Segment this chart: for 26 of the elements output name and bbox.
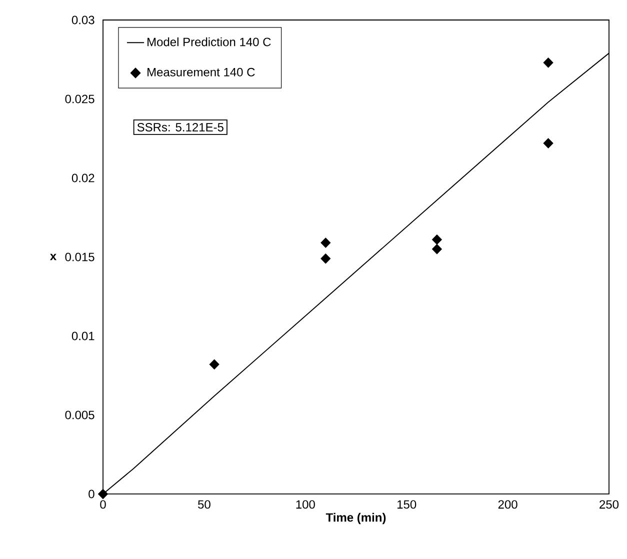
x-tick-label: 150 (398, 500, 416, 509)
x-tick-label: 100 (296, 500, 315, 509)
point (432, 244, 442, 254)
point (320, 238, 331, 248)
y-tick-label: 0.02 (72, 174, 94, 182)
point (432, 234, 442, 245)
y-tick-label: 0.025 (65, 94, 94, 104)
x-tick-label: 250 (600, 500, 619, 509)
x-tick-label: 200 (498, 500, 518, 509)
y-tick-label: 0.005 (65, 410, 94, 420)
legend-label: Model Prediction 140 C (148, 37, 271, 46)
point (209, 359, 220, 370)
point (543, 57, 554, 68)
x-tick-label: 0 (100, 500, 106, 509)
legend-label: Measurement 140 C (148, 68, 255, 76)
y-tick-label: 0.015 (65, 252, 94, 262)
annotation: SSRs: 5.121E-5 (137, 122, 224, 132)
y-tick-label: 0.01 (72, 332, 94, 340)
point (320, 253, 331, 264)
y-tick-label: 0 (88, 490, 94, 498)
y-tick-label: 0.03 (72, 16, 94, 24)
point (543, 138, 554, 148)
x-tick-label: 50 (198, 500, 210, 509)
y-axis-title: x (50, 254, 56, 260)
point (98, 488, 108, 500)
x-axis-title: Time (min) (326, 512, 386, 524)
